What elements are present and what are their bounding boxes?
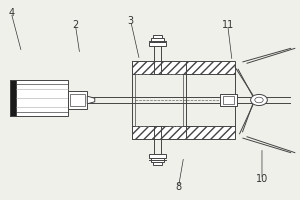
Circle shape (250, 94, 267, 106)
Bar (223, 96, 234, 104)
Text: 3: 3 (128, 16, 134, 26)
Bar (135, 74, 183, 126)
Text: 10: 10 (256, 174, 268, 184)
Bar (151, 38, 164, 42)
Bar (186, 126, 235, 139)
Polygon shape (87, 96, 95, 104)
Bar (151, 158, 164, 162)
Bar (152, 35, 162, 38)
Bar (132, 126, 186, 139)
Bar (220, 94, 237, 106)
Bar (10, 80, 68, 116)
Text: 4: 4 (8, 8, 14, 18)
Bar (186, 61, 235, 74)
Bar (68, 91, 87, 109)
Bar (152, 162, 162, 165)
Text: 2: 2 (72, 20, 79, 30)
Bar (132, 61, 186, 74)
Bar (10, 80, 16, 116)
Bar (149, 154, 166, 158)
Text: 11: 11 (221, 20, 234, 30)
Bar (149, 42, 166, 46)
Text: 8: 8 (175, 182, 182, 192)
Bar (70, 94, 85, 106)
